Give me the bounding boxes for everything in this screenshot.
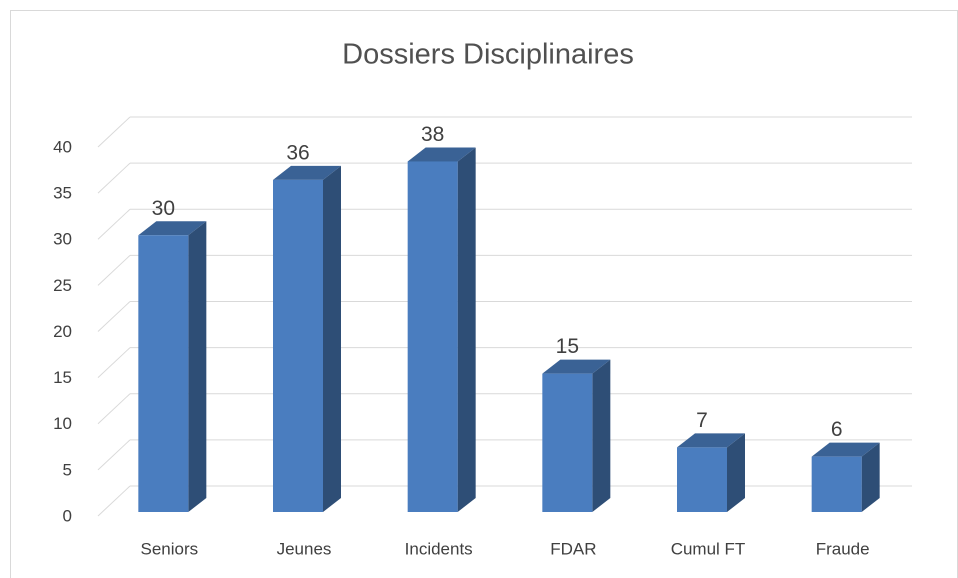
- y-tick-label: 30: [53, 230, 72, 249]
- y-tick-label: 0: [63, 506, 72, 525]
- grid-line: [97, 439, 131, 471]
- y-tick-label: 25: [53, 276, 72, 295]
- bar-side: [592, 359, 611, 512]
- bar: [811, 456, 862, 512]
- grid-line: [97, 208, 131, 240]
- grid-line: [97, 393, 131, 425]
- bar: [407, 161, 458, 512]
- y-tick-label: 5: [63, 460, 72, 479]
- y-tick-label: 15: [53, 368, 72, 387]
- bar: [542, 373, 593, 512]
- bar-side: [323, 165, 341, 512]
- bar-top: [407, 147, 476, 162]
- grid-line: [97, 301, 131, 332]
- x-tick-label: Incidents: [405, 539, 473, 558]
- data-label: 6: [831, 418, 843, 441]
- y-tick-label: 35: [53, 184, 72, 203]
- x-tick-label: Seniors: [141, 539, 199, 558]
- data-label: 36: [286, 141, 309, 164]
- bar: [138, 235, 189, 512]
- x-tick-label: Fraude: [816, 539, 870, 558]
- y-tick-label: 40: [53, 137, 72, 156]
- bar-top: [138, 221, 207, 236]
- bar-top: [542, 359, 611, 374]
- y-tick-label: 10: [53, 414, 72, 433]
- data-label: 38: [421, 123, 444, 146]
- grid-line: [97, 347, 131, 378]
- bar-side: [457, 147, 476, 512]
- bar-top: [811, 442, 880, 457]
- chart-title: Dossiers Disciplinaires: [342, 39, 634, 71]
- bar-side: [861, 442, 880, 512]
- data-label: 30: [152, 197, 175, 220]
- bar-top: [273, 165, 341, 180]
- grid-line: [97, 255, 131, 286]
- x-tick-label: Jeunes: [277, 539, 332, 558]
- bar: [273, 179, 323, 512]
- y-tick-label: 20: [53, 322, 72, 341]
- grid-line: [97, 485, 131, 517]
- x-tick-label: FDAR: [550, 539, 596, 558]
- bar: [677, 447, 727, 512]
- grid-line: [97, 116, 131, 148]
- bar-top: [677, 433, 745, 448]
- grid-line: [97, 162, 131, 194]
- bar-side: [727, 433, 745, 512]
- x-tick-label: Cumul FT: [671, 539, 746, 558]
- bar-side: [188, 221, 207, 512]
- data-label: 7: [696, 409, 708, 432]
- data-label: 15: [556, 335, 579, 358]
